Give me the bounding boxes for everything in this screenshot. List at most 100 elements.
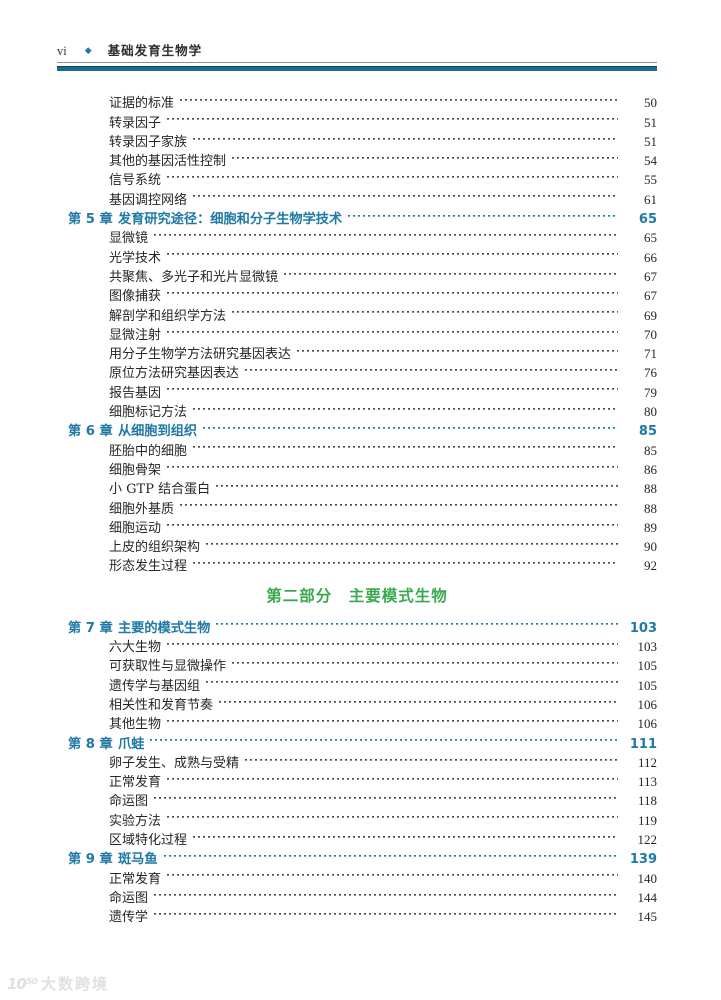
dot-leader — [347, 203, 618, 224]
entry-page-number: 76 — [644, 365, 657, 381]
entry-page-number: 90 — [644, 539, 657, 555]
dot-leader — [166, 280, 618, 301]
toc-chapter-entry: 第 8 章爪蛙 111 — [57, 728, 657, 752]
entry-label: 图像捕获 — [109, 289, 162, 305]
header-rule-bar — [57, 66, 657, 71]
entry-page-number: 71 — [644, 346, 657, 362]
dot-leader — [192, 126, 618, 146]
entry-label: 遗传学 — [109, 910, 149, 926]
dot-leader — [149, 728, 618, 748]
entry-page-number: 106 — [637, 696, 658, 712]
dot-leader — [153, 223, 618, 243]
dot-leader — [244, 358, 618, 378]
dot-leader — [215, 473, 618, 494]
entry-page-number: 111 — [629, 736, 657, 752]
toc-entry: 卵子发生、成熟与受精 112 — [57, 747, 657, 771]
entry-label: 显微镜 — [109, 231, 149, 247]
entry-page-number: 92 — [644, 558, 657, 574]
entry-label: 命运图 — [109, 890, 149, 906]
entry-label: 信号系统 — [109, 173, 162, 189]
entry-page-number: 66 — [644, 249, 657, 265]
chapter-number: 第 5 章 — [68, 212, 113, 228]
entry-page-number: 69 — [644, 307, 657, 323]
dot-leader — [192, 551, 618, 571]
entry-label: 报告基因 — [109, 385, 162, 401]
entry-page-number: 80 — [644, 404, 657, 420]
toc-entry: 细胞标记方法 80 — [57, 396, 657, 420]
entry-label: 形态发生过程 — [109, 559, 188, 575]
dot-leader — [296, 338, 618, 359]
dot-leader — [166, 107, 618, 127]
entry-label: 实验方法 — [109, 813, 162, 829]
entry-page-number: 88 — [644, 500, 657, 516]
toc-entry: 命运图 118 — [57, 786, 657, 809]
dot-leader — [166, 766, 618, 787]
dot-leader — [205, 670, 618, 690]
entry-label: 基因调控网络 — [109, 192, 188, 208]
entry-page-number: 139 — [629, 852, 657, 868]
dot-leader — [166, 863, 618, 883]
entry-page-number: 70 — [644, 326, 657, 342]
dot-leader — [166, 708, 618, 729]
entry-label: 六大生物 — [109, 640, 162, 656]
chapter-number: 第 8 章 — [68, 736, 113, 752]
entry-page-number: 118 — [637, 793, 657, 809]
dot-leader — [153, 882, 618, 902]
dot-leader — [231, 145, 618, 166]
toc-entry: 解剖学和组织学方法 69 — [57, 300, 657, 324]
entry-label: 从细胞到组织 — [118, 424, 198, 440]
dot-leader — [166, 377, 618, 397]
dot-leader — [179, 493, 618, 513]
dot-leader — [205, 531, 618, 552]
entry-page-number: 85 — [644, 442, 657, 458]
toc-entry: 基因调控网络 61 — [57, 184, 657, 208]
watermark-text: 大数跨境 — [41, 975, 110, 993]
entry-label: 光学技术 — [109, 250, 162, 266]
entry-page-number: 61 — [644, 191, 657, 207]
entry-label: 爪蛙 — [118, 736, 145, 752]
toc-entry: 转录因子家族 51 — [57, 126, 657, 150]
entry-label: 细胞运动 — [109, 520, 162, 536]
watermark-logo-icon: 10⁵⁰ — [7, 974, 38, 993]
dot-leader — [231, 300, 618, 320]
toc-entry: 显微镜 65 — [57, 223, 657, 246]
entry-page-number: 65 — [644, 230, 657, 246]
dot-leader — [192, 824, 618, 844]
entry-label: 可获取性与显微操作 — [109, 659, 227, 675]
entry-page-number: 54 — [644, 153, 657, 169]
dot-leader — [166, 165, 618, 185]
toc-entry: 小 GTP 结合蛋白 88 — [57, 473, 657, 497]
toc-entry: 细胞运动 89 — [57, 512, 657, 536]
dot-leader — [166, 319, 618, 339]
chapter-number: 第 6 章 — [68, 424, 113, 440]
entry-page-number: 51 — [644, 133, 657, 149]
header-rule-thin — [57, 62, 657, 63]
entry-page-number: 55 — [644, 172, 657, 188]
entry-page-number: 112 — [637, 754, 657, 770]
entry-page-number: 122 — [637, 831, 658, 847]
toc-entry: 转录因子 51 — [57, 107, 657, 131]
entry-page-number: 144 — [637, 889, 658, 905]
dot-leader — [166, 454, 618, 474]
entry-label: 命运图 — [109, 794, 149, 810]
page-folio: vi — [57, 44, 67, 58]
toc-chapter-entry: 第 5 章发育研究途径：细胞和分子生物学技术 65 — [57, 203, 657, 227]
toc-entry: 正常发育 140 — [57, 863, 657, 887]
toc-chapter-entry: 第 6 章从细胞到组织 85 — [57, 416, 657, 439]
book-title: 基础发育生物学 — [107, 43, 203, 58]
toc-entry: 可获取性与显微操作 105 — [57, 651, 657, 674]
dot-leader — [192, 435, 618, 455]
entry-label: 其他生物 — [109, 717, 162, 733]
part-heading: 第二部分 主要模式生物 — [266, 587, 448, 606]
toc-entry: 图像捕获 67 — [57, 280, 657, 304]
dot-leader — [283, 261, 618, 281]
entry-page-number: 65 — [638, 212, 657, 228]
toc-entry: 正常发育 113 — [57, 766, 657, 790]
entry-label: 正常发育 — [109, 775, 162, 791]
entry-page-number: 51 — [644, 114, 657, 130]
entry-label: 细胞外基质 — [109, 501, 175, 517]
toc-entry: 区域特化过程 122 — [57, 824, 657, 848]
toc-entry: 上皮的组织架构 90 — [57, 531, 657, 555]
entry-page-number: 67 — [644, 288, 657, 304]
dot-leader — [192, 184, 618, 204]
